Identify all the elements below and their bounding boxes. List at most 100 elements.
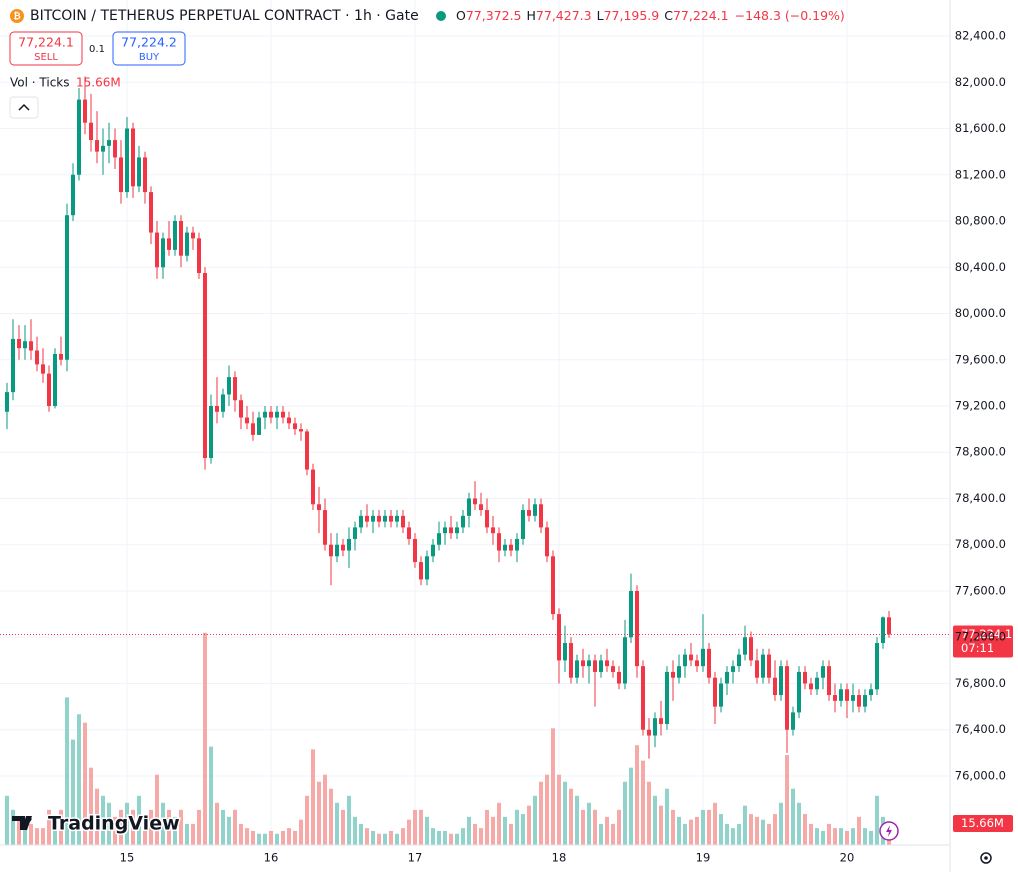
candle-body bbox=[755, 660, 759, 678]
candle-body bbox=[47, 373, 51, 407]
candle-body bbox=[395, 515, 399, 522]
candle-body bbox=[449, 527, 453, 534]
volume-bar bbox=[431, 828, 435, 845]
volume-bar bbox=[503, 816, 507, 845]
candle-body bbox=[149, 192, 153, 233]
candle-body bbox=[209, 406, 213, 459]
volume-bar bbox=[863, 828, 867, 845]
status-dot bbox=[436, 11, 446, 21]
candle-body bbox=[515, 538, 519, 551]
volume-bar bbox=[569, 788, 573, 845]
volume-bar bbox=[377, 833, 381, 845]
volume-bar bbox=[425, 816, 429, 845]
volume-bar bbox=[83, 722, 87, 845]
volume-bar bbox=[329, 788, 333, 845]
volume-bar bbox=[797, 802, 801, 845]
y-tick-label: 79,600.0 bbox=[955, 352, 1006, 366]
candle-body bbox=[497, 533, 501, 551]
volume-bar bbox=[731, 828, 735, 845]
candle-body bbox=[377, 515, 381, 522]
volume-bar bbox=[383, 833, 387, 845]
candle-body bbox=[431, 544, 435, 557]
l-value: 77,195.9 bbox=[604, 8, 660, 23]
c-value: 77,224.1 bbox=[673, 8, 729, 23]
candle-body bbox=[173, 221, 177, 250]
candle-body bbox=[437, 533, 441, 545]
volume-bar bbox=[713, 802, 717, 845]
volume-bar bbox=[89, 767, 93, 845]
candle-body bbox=[629, 590, 633, 638]
candle-body bbox=[845, 689, 849, 701]
candle-body bbox=[839, 689, 843, 701]
volume-bar bbox=[305, 795, 309, 845]
volume-bar bbox=[707, 809, 711, 845]
volume-bar bbox=[143, 814, 147, 845]
candle-body bbox=[647, 729, 651, 736]
volume-bar bbox=[395, 833, 399, 845]
candle-body bbox=[761, 654, 765, 678]
volume-bar bbox=[35, 828, 39, 845]
candle-body bbox=[749, 637, 753, 661]
volume-legend-value: 15.66M bbox=[76, 76, 121, 90]
volume-bar bbox=[311, 749, 315, 845]
volume-bar bbox=[413, 809, 417, 845]
logo-text: TradingView bbox=[48, 813, 180, 835]
volume-bar bbox=[479, 828, 483, 845]
h-label: H bbox=[527, 8, 536, 23]
candle-body bbox=[617, 671, 621, 684]
y-tick-label: 78,800.0 bbox=[955, 445, 1006, 459]
volume-bar bbox=[755, 816, 759, 845]
volume-bar bbox=[179, 809, 183, 845]
volume-bar bbox=[257, 833, 261, 845]
candle-body bbox=[161, 238, 165, 268]
candle-body bbox=[701, 648, 705, 667]
candle-body bbox=[563, 643, 567, 661]
candle-body bbox=[779, 666, 783, 696]
c-label: C bbox=[664, 8, 673, 23]
volume-bar bbox=[71, 739, 75, 845]
candle-body bbox=[167, 238, 171, 250]
volume-bar bbox=[389, 830, 393, 845]
volume-bar bbox=[527, 805, 531, 845]
candle-body bbox=[179, 221, 183, 256]
candle-body bbox=[689, 654, 693, 661]
candle-layer bbox=[5, 76, 891, 759]
sell-button[interactable] bbox=[9, 31, 83, 66]
candle-body bbox=[695, 660, 699, 667]
candle-body bbox=[611, 666, 615, 672]
volume-bar bbox=[215, 802, 219, 845]
settings-button[interactable] bbox=[980, 852, 992, 864]
lightning-icon bbox=[886, 825, 892, 837]
buy-button[interactable] bbox=[112, 31, 186, 66]
collapse-button[interactable] bbox=[9, 96, 39, 119]
volume-bar bbox=[521, 814, 525, 845]
volume-bar bbox=[581, 809, 585, 845]
y-tick-label: 81,200.0 bbox=[955, 167, 1006, 181]
volume-bar bbox=[815, 828, 819, 845]
volume-legend-name: Vol · Ticks bbox=[10, 76, 70, 90]
candle-body bbox=[671, 671, 675, 678]
candle-body bbox=[287, 417, 291, 424]
candle-body bbox=[581, 660, 585, 667]
candle-body bbox=[725, 671, 729, 684]
candle-body bbox=[353, 527, 357, 539]
volume-bar bbox=[113, 816, 117, 845]
candle-body bbox=[521, 510, 525, 539]
volume-bar bbox=[275, 833, 279, 845]
change-value: −148.3 (−0.19%) bbox=[735, 8, 845, 23]
volume-bar bbox=[827, 823, 831, 845]
l-label: L bbox=[597, 8, 604, 23]
candle-body bbox=[239, 400, 243, 418]
volume-bar bbox=[23, 823, 27, 845]
volume-bar bbox=[689, 819, 693, 845]
candle-body bbox=[281, 411, 285, 418]
candle-body bbox=[317, 504, 321, 511]
candle-body bbox=[383, 515, 387, 522]
candle-body bbox=[719, 683, 723, 707]
candle-body bbox=[101, 145, 105, 152]
volume-bar bbox=[809, 823, 813, 845]
volume-bar bbox=[773, 814, 777, 845]
candle-body bbox=[797, 671, 801, 713]
sell-price: 77,224.1 bbox=[18, 35, 74, 50]
